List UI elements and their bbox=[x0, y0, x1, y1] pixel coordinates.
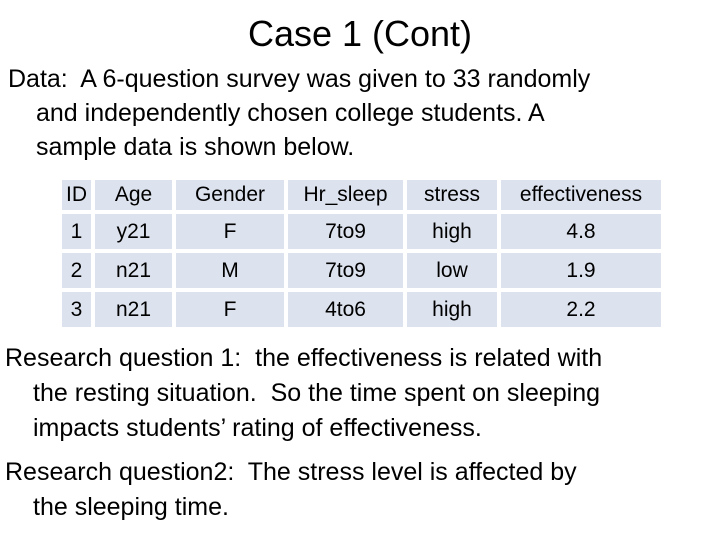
table-cell: high bbox=[407, 292, 497, 327]
table-row: 2 n21 M 7to9 low 1.9 bbox=[62, 253, 661, 288]
table-cell: 7to9 bbox=[288, 253, 403, 288]
table-cell: M bbox=[176, 253, 284, 288]
table-cell: low bbox=[407, 253, 497, 288]
intro-paragraph: Data: A 6-question survey was given to 3… bbox=[8, 62, 718, 164]
research-line: Research question 1: the effectiveness i… bbox=[5, 344, 603, 372]
survey-sample-table: ID Age Gender Hr_sleep stress effectiven… bbox=[58, 176, 665, 331]
table-header-row: ID Age Gender Hr_sleep stress effectiven… bbox=[62, 180, 661, 210]
intro-line: sample data is shown below. bbox=[36, 133, 355, 161]
table-row: 3 n21 F 4to6 high 2.2 bbox=[62, 292, 661, 327]
table-row: 1 y21 F 7to9 high 4.8 bbox=[62, 214, 661, 249]
table-cell: F bbox=[176, 214, 284, 249]
table-cell: n21 bbox=[95, 292, 172, 327]
header-cell-hr-sleep: Hr_sleep bbox=[288, 180, 403, 210]
table-cell: y21 bbox=[95, 214, 172, 249]
intro-line: and independently chosen college student… bbox=[36, 99, 545, 127]
header-cell-age: Age bbox=[95, 180, 172, 210]
table-cell: 1 bbox=[62, 214, 91, 249]
research-question-1: Research question 1: the effectiveness i… bbox=[5, 341, 718, 446]
header-cell-effectiveness: effectiveness bbox=[501, 180, 661, 210]
table-cell: 4to6 bbox=[288, 292, 403, 327]
research-line: the sleeping time. bbox=[33, 493, 229, 521]
table-cell: 7to9 bbox=[288, 214, 403, 249]
table-cell: 1.9 bbox=[501, 253, 661, 288]
header-cell-id: ID bbox=[62, 180, 91, 210]
table-cell: 2 bbox=[62, 253, 91, 288]
table-cell: F bbox=[176, 292, 284, 327]
table-cell: 4.8 bbox=[501, 214, 661, 249]
header-cell-gender: Gender bbox=[176, 180, 284, 210]
header-cell-stress: stress bbox=[407, 180, 497, 210]
table-cell: n21 bbox=[95, 253, 172, 288]
slide-title: Case 1 (Cont) bbox=[247, 13, 473, 54]
table-cell: high bbox=[407, 214, 497, 249]
research-line: the resting situation. So the time spent… bbox=[33, 379, 601, 407]
research-questions: Research question 1: the effectiveness i… bbox=[5, 341, 718, 525]
table-cell: 2.2 bbox=[501, 292, 661, 327]
intro-line: Data: A 6-question survey was given to 3… bbox=[8, 65, 591, 93]
table-cell: 3 bbox=[62, 292, 91, 327]
research-question-2: Research question2: The stress level is … bbox=[5, 455, 718, 525]
research-line: impacts students’ rating of effectivenes… bbox=[33, 414, 482, 442]
research-line: Research question2: The stress level is … bbox=[5, 458, 577, 486]
